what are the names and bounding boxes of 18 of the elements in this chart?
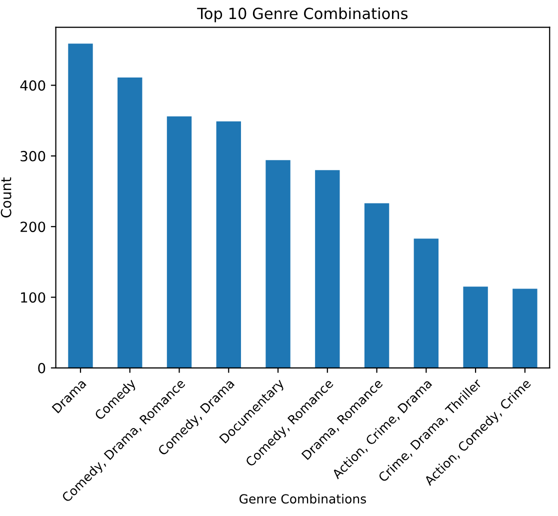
bar: [414, 238, 439, 368]
chart-title: Top 10 Genre Combinations: [197, 7, 408, 22]
y-axis-title: Count: [0, 177, 12, 218]
bar: [512, 288, 538, 368]
bar: [266, 160, 290, 368]
bar: [68, 44, 93, 368]
bar: [118, 78, 142, 368]
bar: [166, 116, 192, 368]
y-tick-label: 400: [20, 80, 46, 91]
y-tick-label: 300: [20, 150, 46, 162]
y-tick-label: 0: [38, 362, 46, 374]
bar: [463, 286, 488, 368]
y-tick-label: 200: [20, 222, 46, 232]
bar: [216, 121, 241, 368]
bar: [315, 170, 340, 368]
bar: [364, 203, 390, 368]
y-tick-label: 100: [21, 292, 46, 303]
x-axis-title: Genre Combinations: [240, 494, 366, 504]
